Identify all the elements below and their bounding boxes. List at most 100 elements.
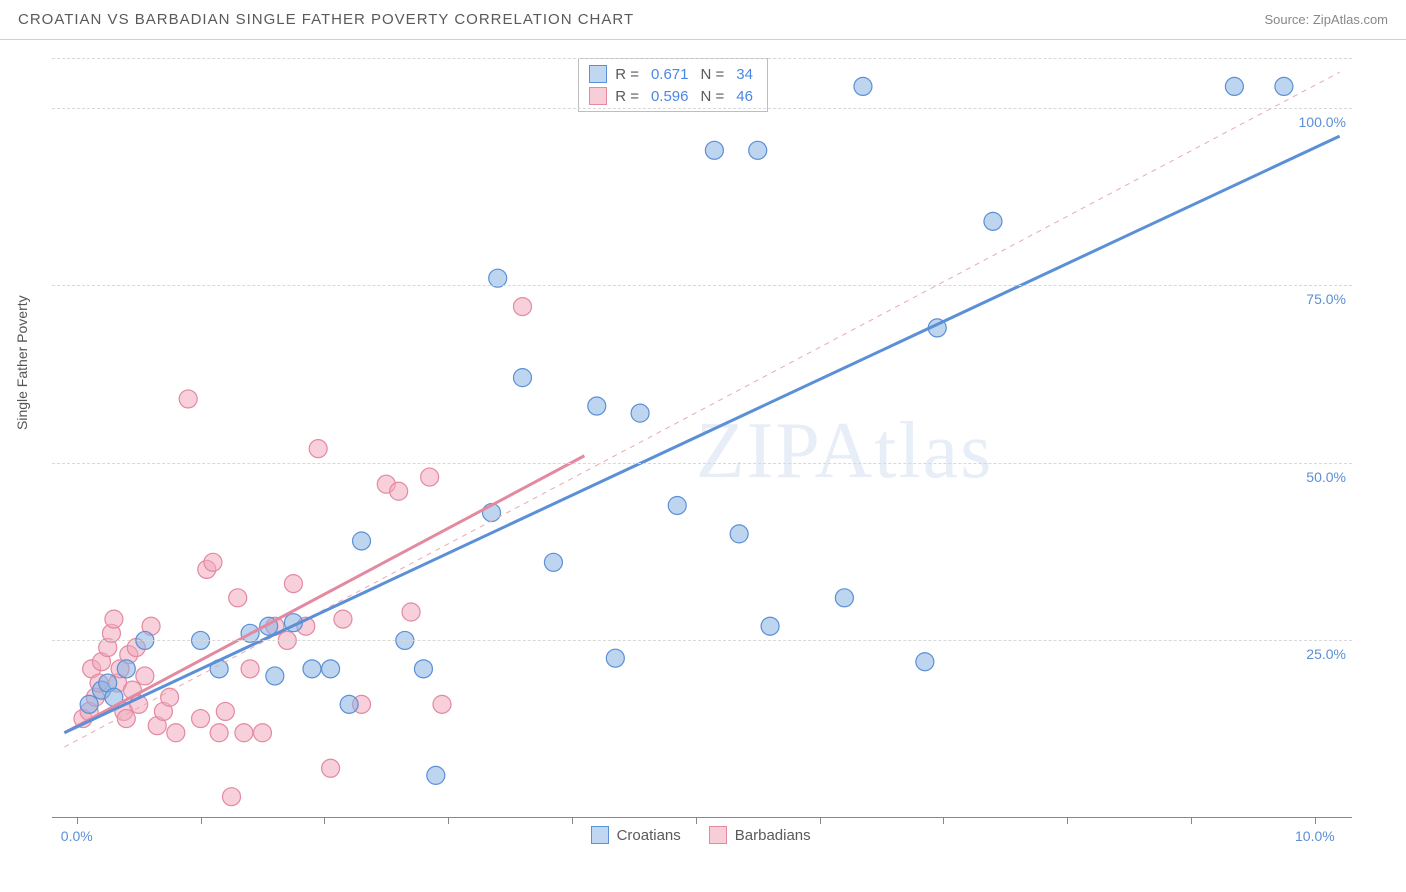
xtick: [1191, 818, 1192, 824]
xtick: [77, 818, 78, 824]
point-croatians: [80, 695, 98, 713]
xtick-label: 10.0%: [1295, 828, 1335, 844]
point-barbadians: [210, 724, 228, 742]
legend-swatch: [589, 65, 607, 83]
n-label: N =: [701, 66, 725, 83]
yaxis-label: Single Father Poverty: [14, 295, 30, 430]
point-croatians: [984, 212, 1002, 230]
r-value: 0.596: [651, 88, 689, 105]
xtick: [943, 818, 944, 824]
point-croatians: [588, 397, 606, 415]
point-croatians: [303, 660, 321, 678]
point-barbadians: [167, 724, 185, 742]
xtick: [201, 818, 202, 824]
legend-swatch: [589, 87, 607, 105]
xtick: [820, 818, 821, 824]
point-barbadians: [513, 298, 531, 316]
point-croatians: [668, 496, 686, 514]
point-barbadians: [161, 688, 179, 706]
point-croatians: [761, 617, 779, 635]
point-barbadians: [204, 553, 222, 571]
xtick: [1067, 818, 1068, 824]
point-croatians: [513, 369, 531, 387]
point-barbadians: [253, 724, 271, 742]
point-barbadians: [309, 440, 327, 458]
chart-title: CROATIAN VS BARBADIAN SINGLE FATHER POVE…: [18, 11, 634, 28]
point-croatians: [835, 589, 853, 607]
point-barbadians: [334, 610, 352, 628]
point-croatians: [266, 667, 284, 685]
xtick-label: 0.0%: [61, 828, 93, 844]
point-barbadians: [235, 724, 253, 742]
ytick-label: 50.0%: [1306, 469, 1346, 485]
point-croatians: [916, 653, 934, 671]
xtick: [1315, 818, 1316, 824]
trendline-barbadians: [64, 456, 584, 733]
source-label: Source: ZipAtlas.com: [1264, 12, 1388, 27]
point-croatians: [749, 141, 767, 159]
xtick: [572, 818, 573, 824]
point-barbadians: [179, 390, 197, 408]
point-barbadians: [390, 482, 408, 500]
gridline-h: [52, 58, 1352, 59]
point-croatians: [606, 649, 624, 667]
ytick-label: 100.0%: [1299, 114, 1346, 130]
n-value: 46: [736, 88, 753, 105]
point-barbadians: [284, 575, 302, 593]
correlation-legend: R = 0.671 N = 34 R = 0.596 N = 46: [578, 58, 768, 112]
point-croatians: [631, 404, 649, 422]
point-barbadians: [117, 710, 135, 728]
point-barbadians: [433, 695, 451, 713]
gridline-h: [52, 108, 1352, 109]
point-croatians: [322, 660, 340, 678]
r-label: R =: [615, 66, 639, 83]
point-croatians: [544, 553, 562, 571]
point-barbadians: [192, 710, 210, 728]
scatter-plot: [52, 58, 1352, 818]
point-barbadians: [105, 610, 123, 628]
point-barbadians: [216, 702, 234, 720]
xtick: [448, 818, 449, 824]
point-croatians: [730, 525, 748, 543]
r-value: 0.671: [651, 66, 689, 83]
point-barbadians: [421, 468, 439, 486]
gridline-h: [52, 640, 1352, 641]
r-label: R =: [615, 88, 639, 105]
trendline-ext: [64, 72, 1339, 747]
xtick: [324, 818, 325, 824]
trendline-croatians: [64, 136, 1339, 733]
point-barbadians: [322, 759, 340, 777]
point-croatians: [1225, 77, 1243, 95]
point-croatians: [340, 695, 358, 713]
legend-stat-row: R = 0.671 N = 34: [589, 63, 757, 85]
xaxis-line: [52, 817, 1352, 818]
chart-area: R =0.671N =34R =0.596N =46 CroatiansBarb…: [52, 58, 1352, 818]
legend-label: Barbadians: [735, 827, 811, 844]
legend-item: Croatians: [591, 826, 681, 844]
legend-swatch: [709, 826, 727, 844]
point-barbadians: [402, 603, 420, 621]
point-barbadians: [229, 589, 247, 607]
point-croatians: [414, 660, 432, 678]
n-label: N =: [701, 88, 725, 105]
chart-header: CROATIAN VS BARBADIAN SINGLE FATHER POVE…: [0, 0, 1406, 40]
point-croatians: [705, 141, 723, 159]
point-croatians: [854, 77, 872, 95]
ytick-label: 25.0%: [1306, 646, 1346, 662]
legend-stat-row: R = 0.596 N = 46: [589, 85, 757, 107]
point-croatians: [353, 532, 371, 550]
point-croatians: [1275, 77, 1293, 95]
point-croatians: [427, 766, 445, 784]
series-legend: Croatians Barbadians: [591, 826, 811, 844]
legend-item: Barbadians: [709, 826, 811, 844]
legend-label: Croatians: [617, 827, 681, 844]
xtick: [696, 818, 697, 824]
ytick-label: 75.0%: [1306, 291, 1346, 307]
gridline-h: [52, 463, 1352, 464]
point-croatians: [117, 660, 135, 678]
point-barbadians: [241, 660, 259, 678]
point-barbadians: [223, 788, 241, 806]
n-value: 34: [736, 66, 753, 83]
point-barbadians: [136, 667, 154, 685]
legend-swatch: [591, 826, 609, 844]
